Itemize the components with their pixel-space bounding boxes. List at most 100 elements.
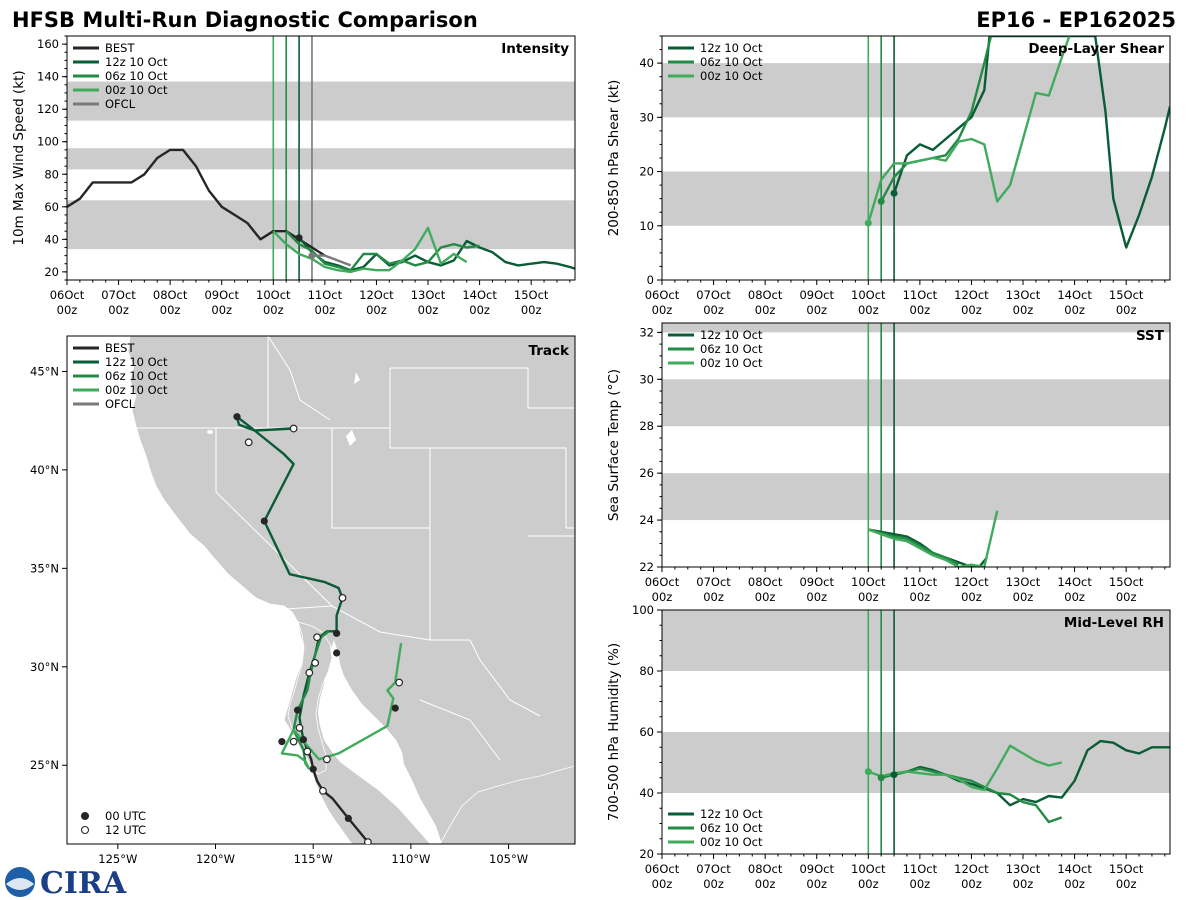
intensity-legend-label-run00z: 00z 10 Oct xyxy=(105,83,168,97)
border-wy xyxy=(390,367,575,409)
track-legend-label-ofcl: OFCL xyxy=(105,397,136,411)
intensity-legend-label-best: BEST xyxy=(105,41,135,55)
sst-frame xyxy=(661,322,1171,568)
rh-ytick-label-3: 80 xyxy=(639,664,654,678)
sst-band-2 xyxy=(662,323,1170,333)
intensity-xtick-label-hour-4: 00z xyxy=(263,303,284,317)
shear-series-run00z xyxy=(867,36,1071,224)
rh-xtick-label-hour-4: 00z xyxy=(858,877,879,891)
track-point-12utc xyxy=(319,786,327,795)
intensity-series-ofcl xyxy=(312,254,352,267)
track-point-12utc xyxy=(244,438,253,447)
shear-xtick-label-date-1: 07Oct xyxy=(696,288,731,302)
shear-xtick-label-hour-5: 00z xyxy=(910,303,931,317)
sst-xtick-label-hour-2: 00z xyxy=(755,590,776,604)
rh-xtick-label-date-8: 14Oct xyxy=(1057,862,1092,876)
track-legend-label-best: BEST xyxy=(105,341,135,355)
track-point-00utc xyxy=(233,413,241,421)
border-ut-co-az-nm xyxy=(389,368,431,640)
border-co xyxy=(430,447,575,529)
track-ytick-label-0: 25°N xyxy=(30,758,59,772)
sst-band-1 xyxy=(662,379,1170,427)
great-salt-lake xyxy=(346,430,356,446)
intensity-band-0 xyxy=(67,200,575,250)
shear-legend-label-run12z: 12z 10 Oct xyxy=(700,41,763,55)
shear-xtick-label-hour-7: 00z xyxy=(1013,303,1034,317)
sst-xtick-label-date-1: 07Oct xyxy=(696,575,731,589)
intensity-band-1 xyxy=(67,148,575,170)
shear-xtick-label-hour-0: 00z xyxy=(652,303,673,317)
track-series-run12z xyxy=(235,415,344,740)
track-legend-label-run00z: 00z 10 Oct xyxy=(105,383,168,397)
track-legend-label-run12z: 12z 10 Oct xyxy=(105,355,168,369)
cira-logo: CIRA xyxy=(5,866,127,900)
track-xtick-label-3: 110°W xyxy=(391,852,430,866)
rh-series-run06z xyxy=(880,767,1063,824)
rh-legend-label-run06z: 06z 10 Oct xyxy=(700,821,763,835)
track-point-12utc xyxy=(311,658,320,667)
shear-ytick-label-0: 0 xyxy=(647,273,654,287)
intensity-xtick-label-hour-9: 00z xyxy=(521,303,542,317)
track-xtick-label-2: 115°W xyxy=(294,852,333,866)
track-point-00utc xyxy=(293,706,302,714)
rh-xtick-label-hour-1: 00z xyxy=(703,877,724,891)
rh-ytick-label-2: 60 xyxy=(639,725,654,739)
sst-series-run00z xyxy=(867,510,999,567)
sst-panel-title: SST xyxy=(1136,328,1165,344)
track-xtick-label-0: 125°W xyxy=(98,852,137,866)
track-ytick-label-3: 40°N xyxy=(30,463,59,477)
sst-ylabel: Sea Surface Temp (°C) xyxy=(606,369,622,521)
shear-band-0 xyxy=(662,171,1170,226)
sst-legend-label-run12z: 12z 10 Oct xyxy=(700,328,763,342)
intensity-xtick-label-hour-0: 00z xyxy=(57,303,78,317)
shear-xtick-label-date-4: 10Oct xyxy=(851,288,886,302)
intensity-ytick-label-5: 120 xyxy=(37,102,59,116)
sst-xtick-label-date-3: 09Oct xyxy=(799,575,834,589)
track-point-12utc xyxy=(313,633,321,642)
intensity-legend-label-run12z: 12z 10 Oct xyxy=(105,55,168,69)
track-marker-legend-symbol-1 xyxy=(80,825,90,835)
intensity-xtick-label-hour-6: 00z xyxy=(366,303,387,317)
track-series-run06z xyxy=(292,630,330,770)
rh-ytick-label-4: 100 xyxy=(632,603,654,617)
border-id-mt xyxy=(267,336,331,421)
rh-xtick-label-date-0: 06Oct xyxy=(645,862,680,876)
shear-panel-title: Deep-Layer Shear xyxy=(1028,41,1164,57)
rh-xtick-label-date-5: 11Oct xyxy=(903,862,938,876)
shear-ytick-label-2: 20 xyxy=(639,165,654,179)
rh-xtick-label-date-6: 12Oct xyxy=(954,862,989,876)
track-point-00utc xyxy=(260,517,268,525)
sst-ytick-label-5: 32 xyxy=(639,325,654,339)
sst-xtick-label-date-2: 08Oct xyxy=(748,575,783,589)
track-marker-legend-label-1: 12 UTC xyxy=(105,823,146,837)
lake-tahoe xyxy=(207,430,213,434)
track-point-12utc xyxy=(305,668,314,677)
sst-xtick-label-date-8: 14Oct xyxy=(1057,575,1092,589)
border-rio-grande xyxy=(469,639,541,717)
rh-band-0 xyxy=(662,732,1170,793)
rh-panel-title: Mid-Level RH xyxy=(1064,615,1164,631)
track-panel-title: Track xyxy=(529,343,570,359)
intensity-xtick-label-date-3: 09Oct xyxy=(204,288,239,302)
rh-plot-area xyxy=(662,610,1170,854)
rh-xtick-label-hour-8: 00z xyxy=(1064,877,1085,891)
border-us-mexico xyxy=(269,605,470,641)
sst-ytick-label-4: 30 xyxy=(639,372,654,386)
shear-xtick-label-date-5: 11Oct xyxy=(903,288,938,302)
track-point-12utc xyxy=(363,838,372,844)
intensity-xtick-label-hour-1: 00z xyxy=(108,303,129,317)
rh-marker-run12z xyxy=(890,771,898,779)
shear-xtick-label-hour-3: 00z xyxy=(806,303,827,317)
intensity-ytick-label-2: 60 xyxy=(44,200,59,214)
figure-title: HFSB Multi-Run Diagnostic Comparison xyxy=(12,8,478,32)
rh-ytick-label-0: 20 xyxy=(639,847,654,861)
intensity-xtick-label-date-0: 06Oct xyxy=(50,288,85,302)
track-point-12utc xyxy=(295,723,304,732)
rh-xtick-label-hour-9: 00z xyxy=(1116,877,1137,891)
intensity-xtick-label-date-8: 14Oct xyxy=(462,288,497,302)
intensity-xtick-label-hour-7: 00z xyxy=(418,303,439,317)
sst-xtick-label-hour-0: 00z xyxy=(652,590,673,604)
shear-ylabel: 200-850 hPa Shear (kt) xyxy=(606,80,622,237)
rh-xtick-label-hour-6: 00z xyxy=(961,877,982,891)
intensity-xtick-label-date-7: 13Oct xyxy=(411,288,446,302)
